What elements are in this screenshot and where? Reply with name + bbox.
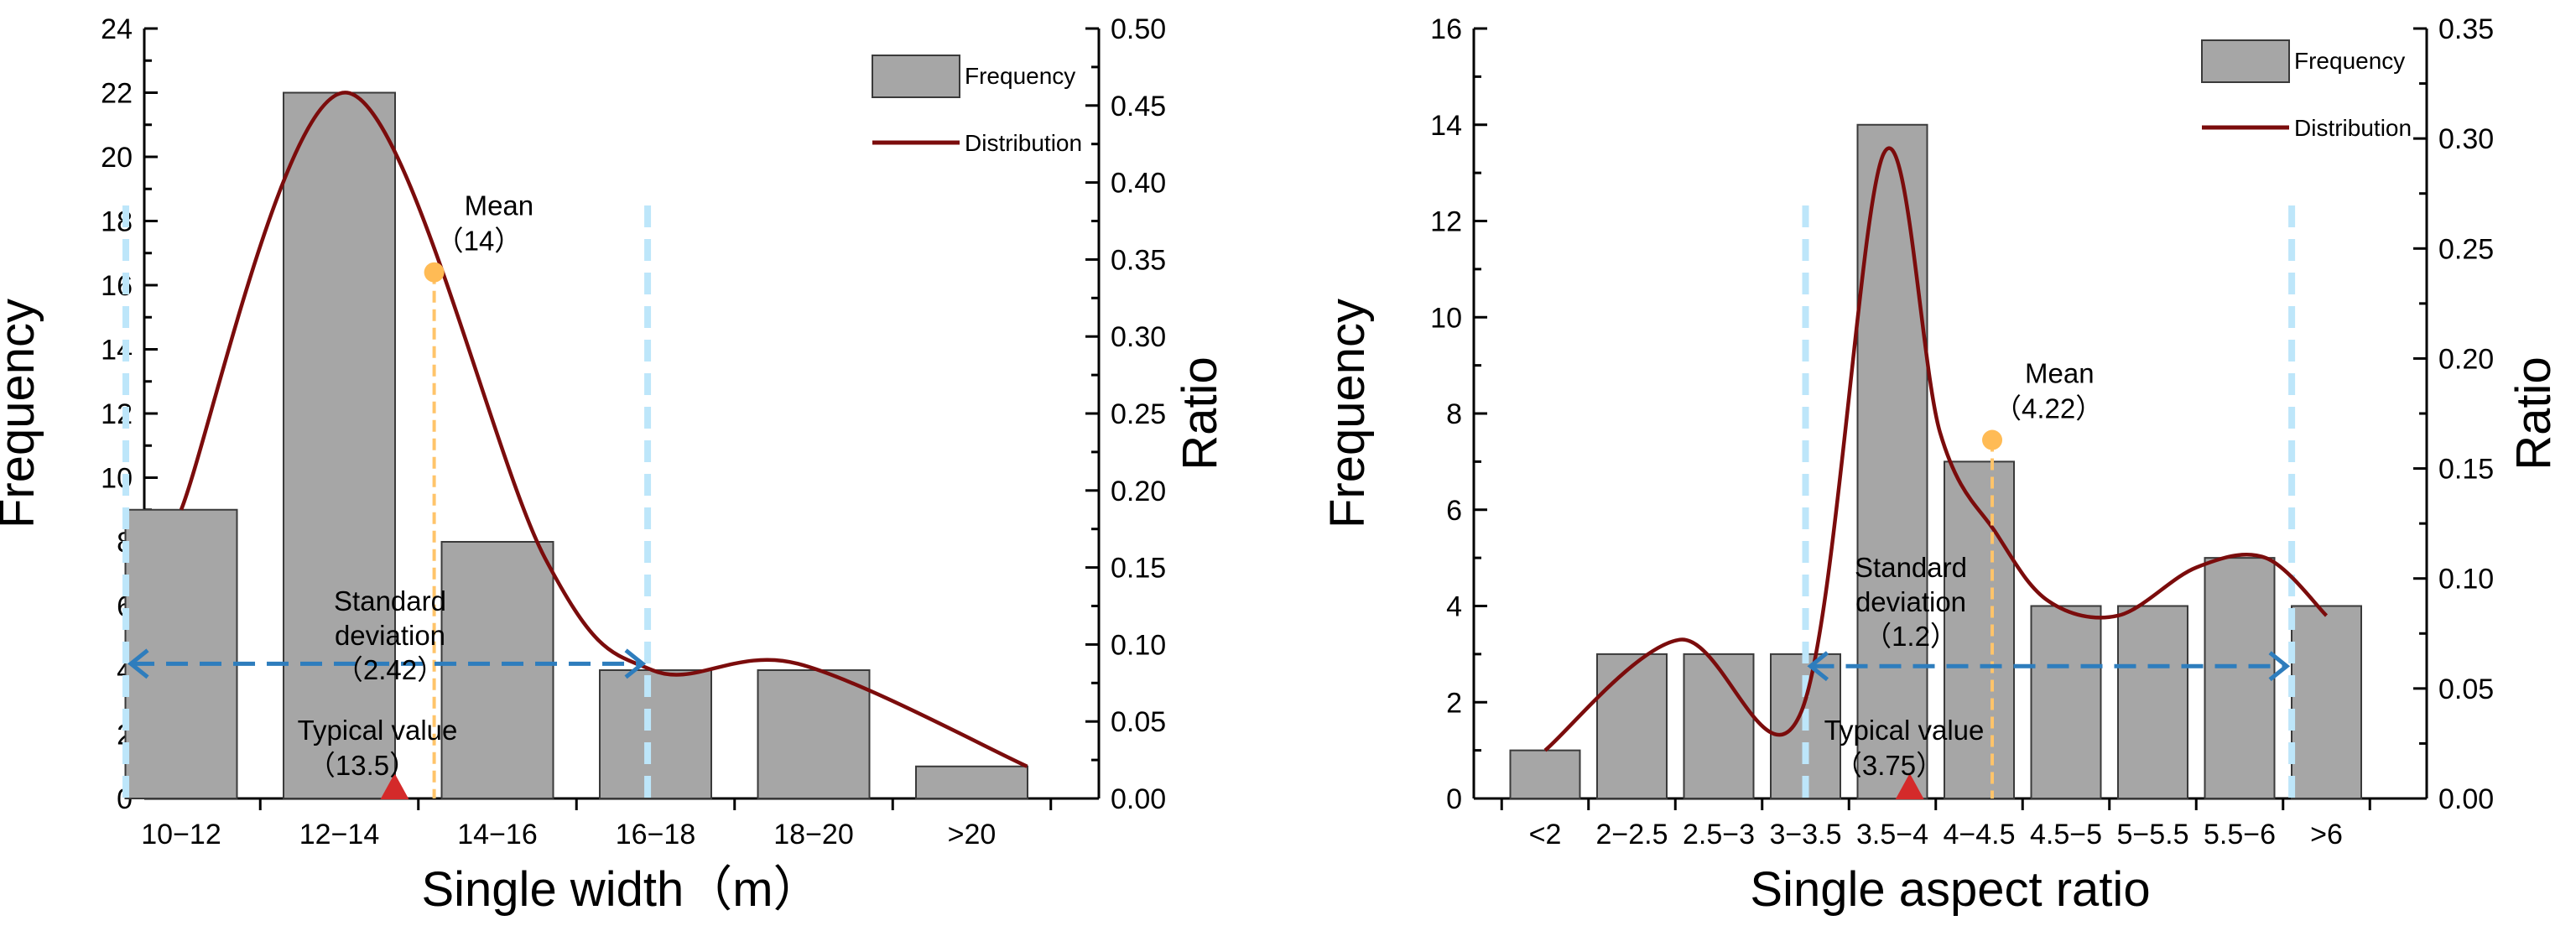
bar-2.5−3 (1683, 653, 1755, 799)
chart-1: 0246810121416182022240.000.050.100.150.2… (0, 13, 1227, 917)
bar->20 (915, 765, 1028, 799)
mean-label: Mean (2025, 358, 2095, 389)
std-arrow-head-left (1807, 651, 1829, 682)
x-tick-label: 3.5−4 (1856, 819, 1928, 850)
x-tick-label: 2.5−3 (1683, 819, 1755, 850)
distribution-curve (179, 91, 1028, 768)
mean-dot (424, 262, 445, 283)
x-tick-label: 4.5−5 (2030, 819, 2102, 850)
x-axis-title: Single aspect ratio (1750, 862, 2150, 917)
y-tick-label: 12 (1430, 206, 1462, 238)
y2-tick-label: 0.30 (2438, 123, 2494, 155)
y2-tick-label: 0.05 (2438, 674, 2494, 705)
y2-tick-label: 0.15 (1111, 553, 1166, 585)
mean-label: Mean (465, 190, 534, 221)
bar-12−14 (283, 91, 396, 799)
mean-dot (1982, 429, 2003, 450)
std-value: （2.42） (336, 654, 445, 685)
y-axis-title: Frequency (0, 299, 44, 528)
x-tick-label: <2 (1529, 819, 1562, 850)
legend-line-label: Distribution (965, 130, 1082, 156)
bar-18−20 (757, 669, 871, 799)
bar-5−5.5 (2117, 605, 2188, 799)
bar-16−18 (599, 669, 712, 799)
y-axis-title: Frequency (1320, 299, 1375, 528)
std-label-line2: deviation (1855, 586, 1966, 617)
y-tick-label: 0 (1446, 783, 1462, 815)
y2-axis-title: Ratio (2506, 356, 2561, 470)
std-value: （1.2） (1864, 621, 1958, 652)
y2-tick-label: 0.15 (2438, 454, 2494, 486)
x-tick-label: >20 (948, 819, 997, 850)
y2-tick-label: 0.40 (1111, 168, 1166, 200)
x-tick-label: 4−4.5 (1943, 819, 2015, 850)
bar-<2 (1509, 749, 1581, 799)
x-tick-label: 14−16 (457, 819, 538, 850)
y-tick-label: 8 (1446, 398, 1462, 430)
x-tick-label: 5−5.5 (2116, 819, 2188, 850)
legend-bar-label: Frequency (2294, 48, 2405, 74)
x-tick-label: 3−3.5 (1769, 819, 1841, 850)
y2-tick-label: 0.35 (1111, 244, 1166, 276)
legend-bar-swatch (872, 55, 960, 98)
legend-bar-swatch (2201, 39, 2290, 83)
y2-tick-label: 0.10 (1111, 629, 1166, 661)
bar-4.5−5 (2030, 605, 2102, 799)
y2-tick-label: 0.25 (2438, 233, 2494, 265)
std-label-line1: Standard (334, 585, 446, 616)
x-axis-title: Single width（m） (421, 862, 821, 917)
std-arrow-head-right (624, 648, 647, 679)
x-tick-label: 12−14 (299, 819, 380, 850)
x-tick-label: 5.5−6 (2204, 819, 2276, 850)
y2-tick-label: 0.05 (1111, 706, 1166, 738)
x-tick-label: 18−20 (773, 819, 854, 850)
bar-4−4.5 (1944, 460, 2015, 799)
bar-5.5−6 (2204, 557, 2276, 799)
mean-value: （4.22） (1994, 393, 2103, 424)
y2-tick-label: 0.50 (1111, 13, 1166, 45)
legend-line-label: Distribution (2294, 115, 2412, 141)
std-arrow-head-right (2268, 651, 2291, 682)
y-tick-label: 20 (101, 142, 133, 174)
bar-14−16 (440, 541, 554, 799)
std-label-line1: Standard (1855, 552, 1967, 583)
bar->6 (2291, 605, 2362, 799)
legend-bar-label: Frequency (965, 63, 1075, 89)
typical-value: （13.5） (308, 750, 417, 781)
y-tick-label: 2 (1446, 687, 1462, 719)
typical-value: （3.75） (1834, 750, 1944, 781)
bar-2−2.5 (1596, 653, 1668, 799)
y2-tick-label: 0.00 (1111, 783, 1166, 815)
y2-tick-label: 0.25 (1111, 398, 1166, 430)
typical-label: Typical value (1824, 715, 1985, 746)
std-label-line2: deviation (335, 620, 445, 651)
y-tick-label: 16 (1430, 13, 1462, 45)
y2-tick-label: 0.20 (1111, 476, 1166, 507)
y-tick-label: 24 (101, 13, 133, 45)
y2-tick-label: 0.20 (2438, 343, 2494, 375)
y2-tick-label: 0.10 (2438, 564, 2494, 596)
x-tick-label: 16−18 (616, 819, 696, 850)
y-tick-label: 10 (1430, 302, 1462, 334)
y-tick-label: 22 (101, 78, 133, 110)
chart-2: 0 2 4 6 8 10 12 14 16 0.00 0.05 0.10 0.15 0.20 0.25 0.3… (1320, 13, 2561, 917)
distribution-curve (1543, 146, 2329, 752)
y2-tick-label: 0.30 (1111, 321, 1166, 353)
x-tick-label: 2−2.5 (1595, 819, 1668, 850)
std-arrow-head-left (127, 648, 149, 679)
x-tick-label: >6 (2310, 819, 2343, 850)
y2-tick-label: 0.00 (2438, 783, 2494, 815)
y-tick-label: 4 (1446, 591, 1462, 623)
x-tick-label: 10−12 (141, 819, 221, 850)
y-tick-label: 14 (1430, 110, 1462, 142)
y2-axis-title: Ratio (1173, 356, 1227, 470)
typical-label: Typical value (298, 715, 458, 746)
typical-marker (380, 773, 409, 799)
y-tick-label: 6 (1446, 495, 1462, 527)
typical-marker (1895, 773, 1924, 799)
mean-value: （14） (436, 226, 523, 257)
y2-tick-label: 0.35 (2438, 13, 2494, 45)
y2-tick-label: 0.45 (1111, 91, 1166, 122)
